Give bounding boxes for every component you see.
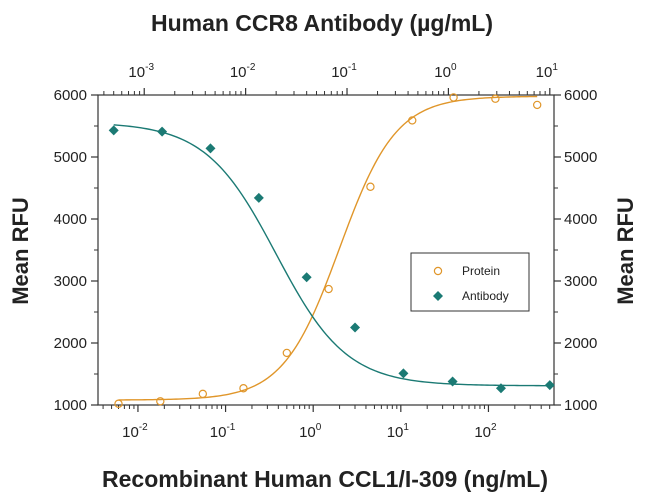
- data-point-protein: [532, 100, 542, 110]
- y-tick-label-left: 2000: [54, 335, 87, 352]
- data-point-antibody: [253, 192, 264, 203]
- legend-protein-label: Protein: [462, 264, 500, 278]
- data-point-antibody: [544, 380, 555, 391]
- data-point-antibody: [108, 125, 119, 136]
- data-point-antibody: [447, 376, 458, 387]
- bottom-axis-title: Recombinant Human CCL1/I-309 (ng/mL): [102, 466, 548, 492]
- y-tick-label-left: 6000: [54, 87, 87, 104]
- y-tick-label-right: 1000: [564, 397, 597, 414]
- data-point-protein: [449, 93, 458, 102]
- x-bottom-tick-label: 10-2: [122, 422, 148, 441]
- right-axis-title: Mean RFU: [613, 197, 638, 305]
- fit-curve-protein: [118, 95, 538, 401]
- fit-curve-antibody: [113, 124, 550, 387]
- data-point-protein: [198, 389, 208, 399]
- legend: Protein Antibody: [410, 252, 530, 312]
- data-point-antibody: [205, 143, 216, 154]
- y-tick-label-left: 3000: [54, 273, 87, 290]
- x-bottom-tick-label: 101: [387, 422, 410, 441]
- data-point-protein: [156, 397, 165, 406]
- legend-antibody-marker: [433, 291, 443, 301]
- y-tick-label-right: 6000: [564, 87, 597, 104]
- legend-box: [410, 252, 530, 312]
- y-tick-label-right: 5000: [564, 149, 597, 166]
- fit-curves: [113, 95, 550, 401]
- x-top-tick-label: 100: [434, 62, 457, 81]
- y-tick-label-right: 4000: [564, 211, 597, 228]
- x-top-tick-label: 101: [536, 62, 559, 81]
- data-point-protein: [491, 94, 500, 103]
- legend-protein-marker: [433, 266, 443, 276]
- x-bottom-tick-label: 102: [474, 422, 497, 441]
- data-point-antibody: [301, 272, 312, 283]
- x-top-tick-label: 10-2: [230, 62, 256, 81]
- data-point-protein: [408, 116, 417, 125]
- top-axis-title: Human CCR8 Antibody (µg/mL): [151, 10, 493, 36]
- data-point-protein: [324, 284, 333, 294]
- x-bottom-tick-label: 10-1: [210, 422, 236, 441]
- data-point-protein: [239, 384, 248, 393]
- data-point-antibody: [350, 322, 361, 333]
- x-bottom-tick-label: 100: [299, 422, 322, 441]
- y-tick-label-left: 4000: [54, 211, 87, 228]
- y-tick-label-right: 2000: [564, 335, 597, 352]
- data-points: [108, 93, 555, 408]
- data-point-protein: [114, 399, 123, 408]
- y-tick-label-right: 3000: [564, 273, 597, 290]
- data-point-antibody: [495, 383, 506, 394]
- data-point-antibody: [398, 368, 409, 379]
- data-point-protein: [366, 182, 375, 191]
- data-point-antibody: [157, 126, 168, 137]
- x-top-tick-label: 10-3: [128, 62, 154, 81]
- plot-frame: [97, 94, 555, 406]
- data-point-protein: [282, 348, 292, 358]
- y-tick-label-left: 5000: [54, 149, 87, 166]
- legend-antibody-label: Antibody: [462, 289, 509, 303]
- y-tick-label-left: 1000: [54, 397, 87, 414]
- axis-ticks: 1000 1000 2000 2000 3000 3000 4000 4000 5000 5000…: [54, 62, 598, 441]
- left-axis-title: Mean RFU: [8, 197, 33, 305]
- x-top-tick-label: 10-1: [331, 62, 357, 81]
